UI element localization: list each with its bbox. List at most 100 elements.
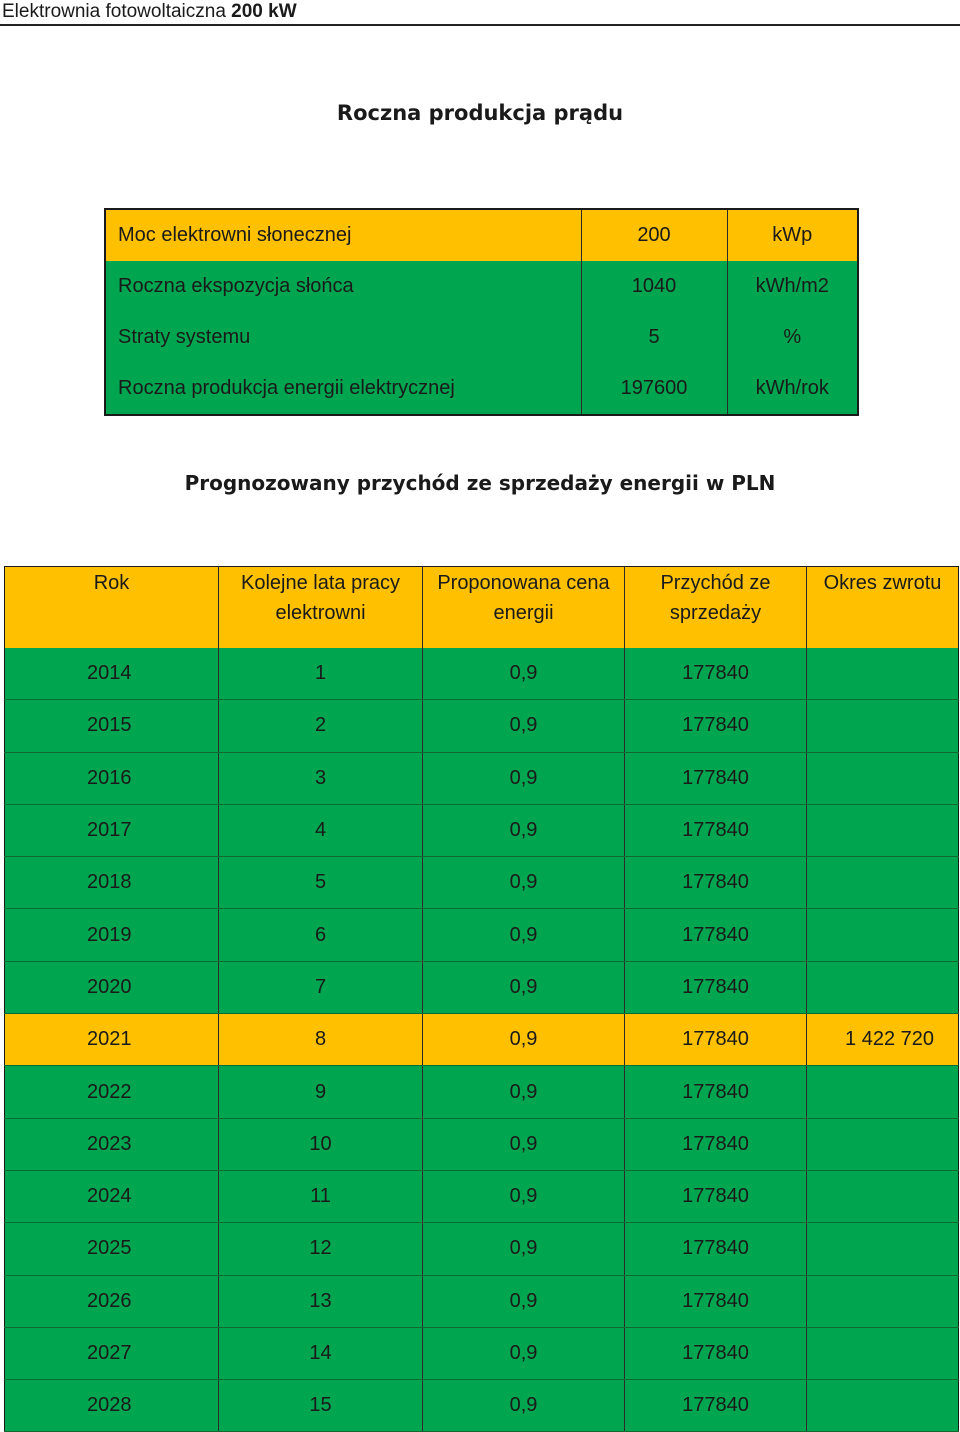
operation-year-cell: 15 <box>218 1379 423 1432</box>
revenue-cell: 177840 <box>624 1275 807 1328</box>
production-section-title: Roczna produkcja prądu <box>336 101 624 125</box>
year-cell: 2014 <box>4 648 219 701</box>
operation-year-cell: 7 <box>218 961 423 1015</box>
revenue-cell: 177840 <box>624 1379 807 1432</box>
operation-year-cell: 3 <box>218 752 423 805</box>
parameter-row: Moc elektrowni słonecznej 200 kWp <box>105 209 858 261</box>
price-cell: 0,9 <box>422 1222 625 1276</box>
header-title-bold: 200 kW <box>231 1 297 22</box>
parameter-value: 1040 <box>581 261 728 312</box>
revenue-cell: 177840 <box>624 1327 807 1381</box>
payback-cell <box>806 699 959 753</box>
payback-cell <box>806 1379 959 1432</box>
table-row: 2025 12 0,9 177840 <box>4 1222 959 1276</box>
payback-cell <box>806 752 959 805</box>
price-cell: 0,9 <box>422 1118 625 1171</box>
production-parameters-table: Moc elektrowni słonecznej 200 kWp Roczna ek… <box>104 208 859 416</box>
revenue-cell: 177840 <box>624 1222 807 1276</box>
table-row: 2017 4 0,9 177840 <box>4 804 959 858</box>
payback-cell <box>806 908 959 962</box>
price-cell: 0,9 <box>422 961 625 1015</box>
table-row: 2016 3 0,9 177840 <box>4 752 959 805</box>
operation-year-cell: 12 <box>218 1222 423 1276</box>
parameter-unit: kWh/m2 <box>755 275 829 297</box>
payback-cell <box>806 856 959 910</box>
price-cell: 0,9 <box>422 1013 625 1067</box>
operation-year-cell: 6 <box>218 908 423 962</box>
revenue-cell: 177840 <box>624 1013 807 1067</box>
year-cell: 2017 <box>4 804 219 858</box>
payback-cell <box>806 1222 959 1276</box>
year-cell: 2026 <box>4 1275 219 1328</box>
price-cell: 0,9 <box>422 856 625 910</box>
parameter-row: Roczna ekspozycja słońca 1040 kWh/m2 <box>105 261 858 312</box>
operation-year-cell: 8 <box>218 1013 423 1067</box>
revenue-cell: 177840 <box>624 1118 807 1171</box>
parameter-unit: % <box>783 326 802 348</box>
revenue-cell: 177840 <box>624 908 807 962</box>
price-cell: 0,9 <box>422 908 625 962</box>
table-row: 2022 9 0,9 177840 <box>4 1065 959 1119</box>
payback-cell <box>806 648 959 701</box>
operation-year-cell: 13 <box>218 1275 423 1328</box>
year-cell: 2015 <box>4 699 219 753</box>
page-header: Elektrownia fotowoltaiczna 200 kW <box>0 0 960 26</box>
revenue-cell: 177840 <box>624 699 807 753</box>
year-cell: 2021 <box>4 1013 219 1067</box>
year-cell: 2024 <box>4 1170 219 1224</box>
operation-year-cell: 4 <box>218 804 423 858</box>
revenue-cell: 177840 <box>624 648 807 701</box>
year-cell: 2028 <box>4 1379 219 1432</box>
payback-cell: 1 422 720 <box>806 1013 959 1067</box>
parameter-label: Roczna produkcja energii elektrycznej <box>105 363 582 415</box>
year-cell: 2019 <box>4 908 219 962</box>
price-cell: 0,9 <box>422 1275 625 1328</box>
revenue-header-row: Rok Kolejne lata pracy elektrowni Propon… <box>4 566 959 648</box>
year-cell: 2020 <box>4 961 219 1015</box>
revenue-cell: 177840 <box>624 856 807 910</box>
header-operation-year: Kolejne lata pracy elektrowni <box>218 566 423 648</box>
table-row: 2027 14 0,9 177840 <box>4 1327 959 1381</box>
table-row: 2014 1 0,9 177840 <box>4 648 959 701</box>
revenue-cell: 177840 <box>624 1065 807 1119</box>
parameter-unit: kWh/rok <box>755 377 829 399</box>
table-row: 2019 6 0,9 177840 <box>4 908 959 962</box>
operation-year-cell: 14 <box>218 1327 423 1381</box>
parameter-row: Straty systemu 5% <box>105 312 858 363</box>
payback-cell <box>806 1170 959 1224</box>
price-cell: 0,9 <box>422 752 625 805</box>
parameter-label: Moc elektrowni słonecznej <box>105 209 582 261</box>
header-payback: Okres zwrotu <box>823 572 942 594</box>
table-row: 2024 11 0,9 177840 <box>4 1170 959 1224</box>
parameter-row: Roczna produkcja energii elektrycznej 197… <box>105 363 858 415</box>
price-cell: 0,9 <box>422 648 625 701</box>
operation-year-cell: 10 <box>218 1118 423 1171</box>
operation-year-cell: 11 <box>218 1170 423 1224</box>
parameter-unit: kWp <box>772 224 813 246</box>
table-row: 2023 10 0,9 177840 <box>4 1118 959 1171</box>
year-cell: 2023 <box>4 1118 219 1171</box>
table-row: 2026 13 0,9 177840 <box>4 1275 959 1328</box>
parameter-value: 197600 <box>581 363 728 415</box>
year-cell: 2016 <box>4 752 219 805</box>
price-cell: 0,9 <box>422 1327 625 1381</box>
revenue-cell: 177840 <box>624 804 807 858</box>
year-cell: 2022 <box>4 1065 219 1119</box>
payback-cell <box>806 804 959 858</box>
price-cell: 0,9 <box>422 699 625 753</box>
revenue-cell: 177840 <box>624 961 807 1015</box>
table-row: 2018 5 0,9 177840 <box>4 856 959 910</box>
price-cell: 0,9 <box>422 1170 625 1224</box>
price-cell: 0,9 <box>422 1379 625 1432</box>
header-title-prefix: Elektrownia fotowoltaiczna <box>2 1 232 22</box>
header-energy-price: Proponowana cena energii <box>422 566 625 648</box>
price-cell: 0,9 <box>422 804 625 858</box>
operation-year-cell: 2 <box>218 699 423 753</box>
operation-year-cell: 1 <box>218 648 423 701</box>
revenue-cell: 177840 <box>624 752 807 805</box>
parameter-label: Straty systemu <box>105 312 582 363</box>
revenue-section-title: Prognozowany przychód ze sprzedaży energ… <box>184 471 776 495</box>
table-row: 2015 2 0,9 177840 <box>4 699 959 753</box>
year-cell: 2025 <box>4 1222 219 1276</box>
revenue-cell: 177840 <box>624 1170 807 1224</box>
